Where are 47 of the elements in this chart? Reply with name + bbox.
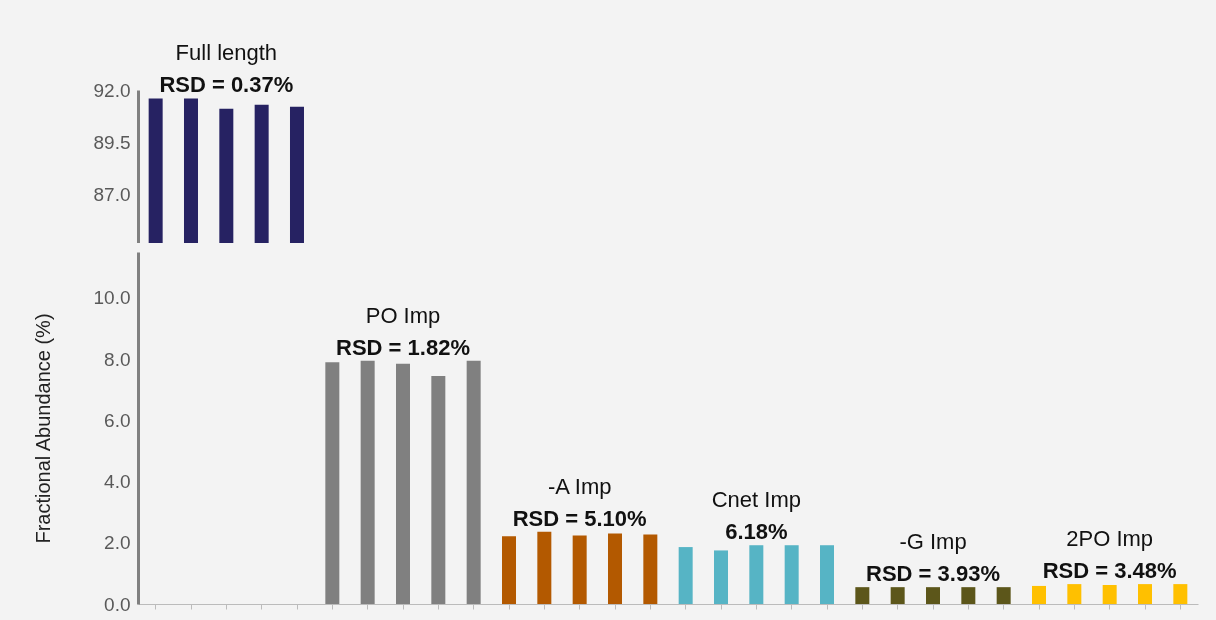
bar <box>466 360 481 604</box>
bar <box>749 545 764 604</box>
annotation: RSD = 0.37% <box>159 72 294 98</box>
bar <box>855 587 870 604</box>
series-label: 2PO Imp <box>1066 526 1154 552</box>
bar <box>714 550 728 604</box>
bar <box>1032 585 1046 604</box>
bar <box>1067 584 1082 604</box>
bar <box>820 545 834 604</box>
bar <box>431 375 446 604</box>
bar <box>784 545 799 604</box>
series-label: -A Imp <box>547 473 612 499</box>
annotation: RSD = 3.93% <box>866 561 1000 587</box>
y-tick-label: 92.0 <box>93 79 131 101</box>
y-tick-label: 4.0 <box>104 471 131 493</box>
y-tick-label: 6.0 <box>104 409 131 431</box>
bar <box>1138 584 1152 604</box>
bar <box>926 587 940 604</box>
bar <box>1173 584 1188 604</box>
bar <box>961 587 976 604</box>
series-label: PO Imp <box>365 302 441 328</box>
y-tick-label: 0.0 <box>104 593 131 615</box>
y-tick-label: 89.5 <box>93 131 131 153</box>
annotation: RSD = 3.48% <box>1042 558 1177 584</box>
y-tick-label: 8.0 <box>104 348 131 370</box>
annotation: 6.18% <box>725 519 788 545</box>
bar <box>396 363 410 604</box>
bar <box>502 536 516 604</box>
bar <box>360 360 375 604</box>
bar <box>678 547 693 604</box>
series-label: -G Imp <box>899 529 967 555</box>
bar <box>537 531 552 604</box>
bar <box>608 533 622 604</box>
y-tick-label: 87.0 <box>93 184 131 206</box>
annotation: RSD = 5.10% <box>512 505 647 531</box>
bar <box>1102 585 1117 604</box>
y-tick-label: 2.0 <box>104 532 131 554</box>
bar <box>643 534 658 604</box>
series-label: Cnet Imp <box>711 487 801 513</box>
annotation: RSD = 1.82% <box>336 334 470 360</box>
series-label: Full length <box>175 40 278 66</box>
bar <box>572 535 587 604</box>
y-tick-label: 10.0 <box>93 287 131 309</box>
bar <box>890 587 905 604</box>
bar <box>325 362 340 604</box>
bar <box>996 587 1011 604</box>
y-axis-title: Fractional Abundance (%) <box>31 313 54 544</box>
